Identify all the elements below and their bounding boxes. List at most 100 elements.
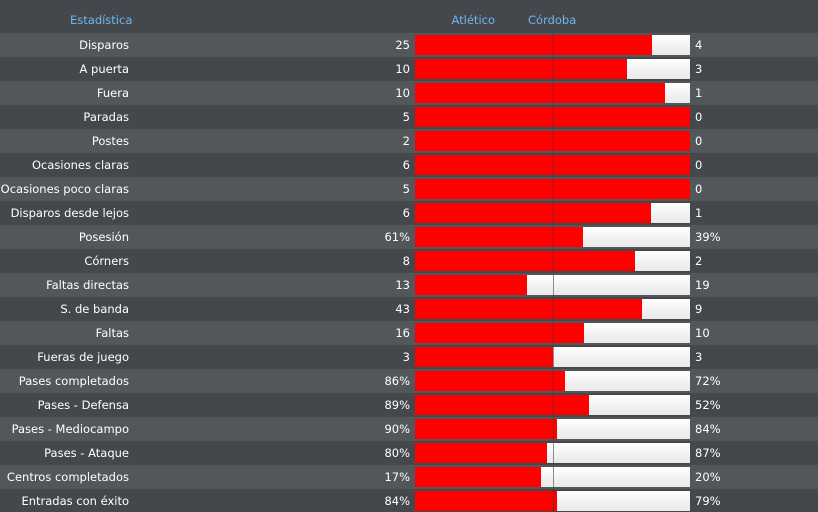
comparison-bar	[415, 275, 690, 295]
home-value: 3	[402, 350, 410, 364]
away-value: 0	[695, 158, 703, 172]
away-value: 84%	[695, 422, 721, 436]
stat-row: A puerta 10 3	[0, 57, 818, 81]
stat-row: Pases completados 86% 72%	[0, 369, 818, 393]
away-value: 10	[695, 326, 710, 340]
home-value: 89%	[384, 398, 410, 412]
home-value: 8	[402, 254, 410, 268]
home-share-fill	[415, 443, 547, 463]
stat-row: Fuera 10 1	[0, 81, 818, 105]
comparison-bar	[415, 227, 690, 247]
stat-label: Disparos desde lejos	[10, 206, 129, 220]
stat-label: Faltas directas	[46, 278, 129, 292]
stat-row: Pases - Defensa 89% 52%	[0, 393, 818, 417]
home-share-fill	[415, 155, 690, 175]
stat-row: Pases - Mediocampo 90% 84%	[0, 417, 818, 441]
stat-label: Córners	[84, 254, 129, 268]
stat-label: Centros completados	[6, 470, 129, 484]
stat-label: Pases - Defensa	[37, 398, 129, 412]
home-value: 6	[402, 158, 410, 172]
home-value: 13	[395, 278, 410, 292]
away-value: 19	[695, 278, 710, 292]
comparison-bar	[415, 371, 690, 391]
home-share-fill	[415, 83, 666, 103]
stat-label: Ocasiones poco claras	[0, 182, 129, 196]
stat-label: S. de banda	[60, 302, 129, 316]
comparison-bar	[415, 419, 690, 439]
bar-center-line	[553, 33, 554, 512]
away-value: 39%	[695, 230, 721, 244]
stat-row: Fueras de juego 3 3	[0, 345, 818, 369]
away-value: 3	[695, 350, 703, 364]
home-value: 5	[402, 110, 410, 124]
stat-row: Paradas 5 0	[0, 105, 818, 129]
away-value: 72%	[695, 374, 721, 388]
stat-label: Paradas	[83, 110, 129, 124]
home-value: 61%	[384, 230, 410, 244]
comparison-bar	[415, 83, 690, 103]
home-share-fill	[415, 179, 690, 199]
stat-column-header: Estadística	[70, 13, 133, 27]
stat-row: Postes 2 0	[0, 129, 818, 153]
comparison-bar	[415, 107, 690, 127]
home-share-fill	[415, 299, 643, 319]
away-value: 79%	[695, 494, 721, 508]
away-value: 4	[695, 38, 703, 52]
comparison-bar	[415, 347, 690, 367]
away-value: 1	[695, 206, 703, 220]
comparison-bar	[415, 467, 690, 487]
comparison-bar	[415, 443, 690, 463]
home-value: 10	[395, 86, 410, 100]
away-value: 0	[695, 182, 703, 196]
stat-label: A puerta	[79, 62, 129, 76]
stat-row: Faltas directas 13 19	[0, 273, 818, 297]
home-share-fill	[415, 323, 585, 343]
comparison-bar	[415, 59, 690, 79]
home-share-fill	[415, 35, 652, 55]
stat-label: Posesión	[78, 230, 129, 244]
home-share-fill	[415, 131, 690, 151]
home-value: 80%	[384, 446, 410, 460]
stat-row: Ocasiones poco claras 5 0	[0, 177, 818, 201]
away-value: 0	[695, 134, 703, 148]
stat-label: Pases - Mediocampo	[11, 422, 129, 436]
away-value: 1	[695, 86, 703, 100]
home-value: 16	[395, 326, 410, 340]
comparison-bar	[415, 251, 690, 271]
away-value: 52%	[695, 398, 721, 412]
stat-label: Ocasiones claras	[32, 158, 129, 172]
home-share-fill	[415, 419, 558, 439]
stat-row: Posesión 61% 39%	[0, 225, 818, 249]
home-value: 84%	[384, 494, 410, 508]
away-value: 9	[695, 302, 703, 316]
home-value: 5	[402, 182, 410, 196]
comparison-bar	[415, 299, 690, 319]
comparison-bar	[415, 203, 690, 223]
stat-label: Faltas	[95, 326, 129, 340]
away-value: 3	[695, 62, 703, 76]
home-value: 10	[395, 62, 410, 76]
stat-row: Disparos 25 4	[0, 33, 818, 57]
home-share-fill	[415, 275, 527, 295]
comparison-bar	[415, 35, 690, 55]
home-share-fill	[415, 467, 542, 487]
away-value: 0	[695, 110, 703, 124]
stat-label: Fuera	[96, 86, 129, 100]
home-value: 2	[402, 134, 410, 148]
comparison-bar	[415, 323, 690, 343]
home-share-fill	[415, 251, 635, 271]
stat-row: Córners 8 2	[0, 249, 818, 273]
home-share-fill	[415, 395, 589, 415]
comparison-bar	[415, 155, 690, 175]
home-share-fill	[415, 371, 565, 391]
home-share-fill	[415, 107, 690, 127]
stats-table: Disparos 25 4 A puerta 10 3 Fuera 10 1 Paradas 5 0 P…	[0, 33, 818, 512]
home-value: 43	[395, 302, 410, 316]
stat-row: Faltas 16 10	[0, 321, 818, 345]
stat-label: Pases - Ataque	[44, 446, 129, 460]
stat-label: Postes	[91, 134, 129, 148]
away-value: 20%	[695, 470, 721, 484]
home-value: 86%	[384, 374, 410, 388]
away-value: 2	[695, 254, 703, 268]
